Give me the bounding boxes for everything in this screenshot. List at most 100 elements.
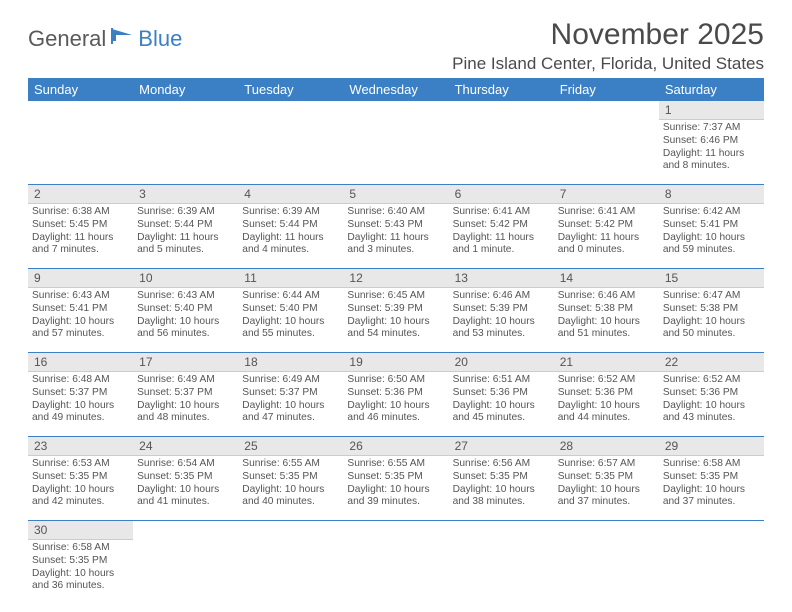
daylight-text: and 5 minutes. [137,244,234,257]
day-number: 8 [659,185,764,203]
sunrise-text: Sunrise: 6:50 AM [347,374,444,387]
calendar-cell: Sunrise: 6:51 AMSunset: 5:36 PMDaylight:… [449,372,554,436]
calendar-cell [238,120,343,184]
daylight-text: Daylight: 11 hours [347,232,444,245]
daylight-text: and 57 minutes. [32,328,129,341]
sunset-text: Sunset: 5:35 PM [663,471,760,484]
daylight-text: Daylight: 10 hours [32,400,129,413]
calendar-cell: Sunrise: 6:42 AMSunset: 5:41 PMDaylight:… [659,204,764,268]
daylight-text: and 44 minutes. [558,412,655,425]
calendar-cell [554,540,659,604]
month-title: November 2025 [452,18,764,52]
day-number: 11 [238,269,343,287]
calendar-cell: Sunrise: 6:57 AMSunset: 5:35 PMDaylight:… [554,456,659,520]
daylight-text: and 46 minutes. [347,412,444,425]
calendar-cell: Sunrise: 6:46 AMSunset: 5:39 PMDaylight:… [449,288,554,352]
calendar-cell: Sunrise: 6:55 AMSunset: 5:35 PMDaylight:… [343,456,448,520]
sunrise-text: Sunrise: 6:41 AM [453,206,550,219]
sunset-text: Sunset: 6:46 PM [663,135,760,148]
daylight-text: Daylight: 10 hours [558,316,655,329]
calendar-cell: Sunrise: 6:49 AMSunset: 5:37 PMDaylight:… [133,372,238,436]
daylight-text: Daylight: 10 hours [453,316,550,329]
day-number: 26 [343,437,448,455]
sunset-text: Sunset: 5:37 PM [32,387,129,400]
calendar-cell: Sunrise: 6:53 AMSunset: 5:35 PMDaylight:… [28,456,133,520]
sunrise-text: Sunrise: 6:41 AM [558,206,655,219]
daylight-text: and 59 minutes. [663,244,760,257]
flag-icon [110,27,136,52]
day-number: 20 [449,353,554,371]
daylight-text: and 56 minutes. [137,328,234,341]
sunrise-text: Sunrise: 6:51 AM [453,374,550,387]
sunset-text: Sunset: 5:44 PM [242,219,339,232]
daylight-text: Daylight: 10 hours [347,400,444,413]
sunrise-text: Sunrise: 6:46 AM [558,290,655,303]
sunrise-text: Sunrise: 6:54 AM [137,458,234,471]
day-number: 19 [343,353,448,371]
sunset-text: Sunset: 5:40 PM [137,303,234,316]
sunset-text: Sunset: 5:39 PM [453,303,550,316]
day-number: 6 [449,185,554,203]
daylight-text: and 48 minutes. [137,412,234,425]
daylight-text: Daylight: 10 hours [242,400,339,413]
daylight-text: Daylight: 10 hours [663,316,760,329]
day-number [133,521,238,539]
sunset-text: Sunset: 5:36 PM [347,387,444,400]
calendar-cell: Sunrise: 6:44 AMSunset: 5:40 PMDaylight:… [238,288,343,352]
day-number: 21 [554,353,659,371]
location: Pine Island Center, Florida, United Stat… [452,54,764,74]
day-number: 15 [659,269,764,287]
daylight-text: and 43 minutes. [663,412,760,425]
daylight-text: Daylight: 10 hours [242,316,339,329]
calendar-cell: Sunrise: 6:54 AMSunset: 5:35 PMDaylight:… [133,456,238,520]
sunset-text: Sunset: 5:35 PM [558,471,655,484]
sunrise-text: Sunrise: 6:52 AM [663,374,760,387]
sunrise-text: Sunrise: 7:37 AM [663,122,760,135]
calendar-cell: Sunrise: 6:55 AMSunset: 5:35 PMDaylight:… [238,456,343,520]
day-number: 4 [238,185,343,203]
daylight-text: Daylight: 11 hours [663,148,760,161]
day-number [238,521,343,539]
sunset-text: Sunset: 5:38 PM [663,303,760,316]
daylight-text: and 37 minutes. [558,496,655,509]
calendar-week-row: Sunrise: 6:43 AMSunset: 5:41 PMDaylight:… [28,288,764,353]
daylight-text: Daylight: 10 hours [137,316,234,329]
sunset-text: Sunset: 5:41 PM [663,219,760,232]
calendar-cell: Sunrise: 6:45 AMSunset: 5:39 PMDaylight:… [343,288,448,352]
day-number: 10 [133,269,238,287]
calendar-cell: Sunrise: 6:41 AMSunset: 5:42 PMDaylight:… [554,204,659,268]
weekday-label: Monday [133,78,238,101]
day-number: 25 [238,437,343,455]
sunset-text: Sunset: 5:36 PM [453,387,550,400]
calendar-cell: Sunrise: 6:49 AMSunset: 5:37 PMDaylight:… [238,372,343,436]
day-number [343,521,448,539]
sunrise-text: Sunrise: 6:55 AM [347,458,444,471]
calendar-cell [449,120,554,184]
calendar-cell: Sunrise: 6:52 AMSunset: 5:36 PMDaylight:… [659,372,764,436]
sunset-text: Sunset: 5:41 PM [32,303,129,316]
weekday-label: Saturday [659,78,764,101]
daylight-text: Daylight: 10 hours [453,400,550,413]
day-number: 14 [554,269,659,287]
calendar-cell [133,540,238,604]
sunset-text: Sunset: 5:35 PM [137,471,234,484]
day-number: 22 [659,353,764,371]
header: General Blue November 2025 Pine Island C… [28,18,764,74]
daylight-text: and 55 minutes. [242,328,339,341]
weekday-label: Thursday [449,78,554,101]
day-number: 27 [449,437,554,455]
calendar-cell [659,540,764,604]
daylight-text: and 47 minutes. [242,412,339,425]
sunrise-text: Sunrise: 6:52 AM [558,374,655,387]
calendar-cell [238,540,343,604]
calendar-cell [449,540,554,604]
daylight-text: and 49 minutes. [32,412,129,425]
daylight-text: Daylight: 10 hours [347,316,444,329]
sunset-text: Sunset: 5:37 PM [137,387,234,400]
calendar-cell: Sunrise: 6:43 AMSunset: 5:40 PMDaylight:… [133,288,238,352]
daylight-text: Daylight: 10 hours [453,484,550,497]
sunrise-text: Sunrise: 6:45 AM [347,290,444,303]
weekday-label: Wednesday [343,78,448,101]
title-block: November 2025 Pine Island Center, Florid… [452,18,764,74]
day-number [554,101,659,119]
